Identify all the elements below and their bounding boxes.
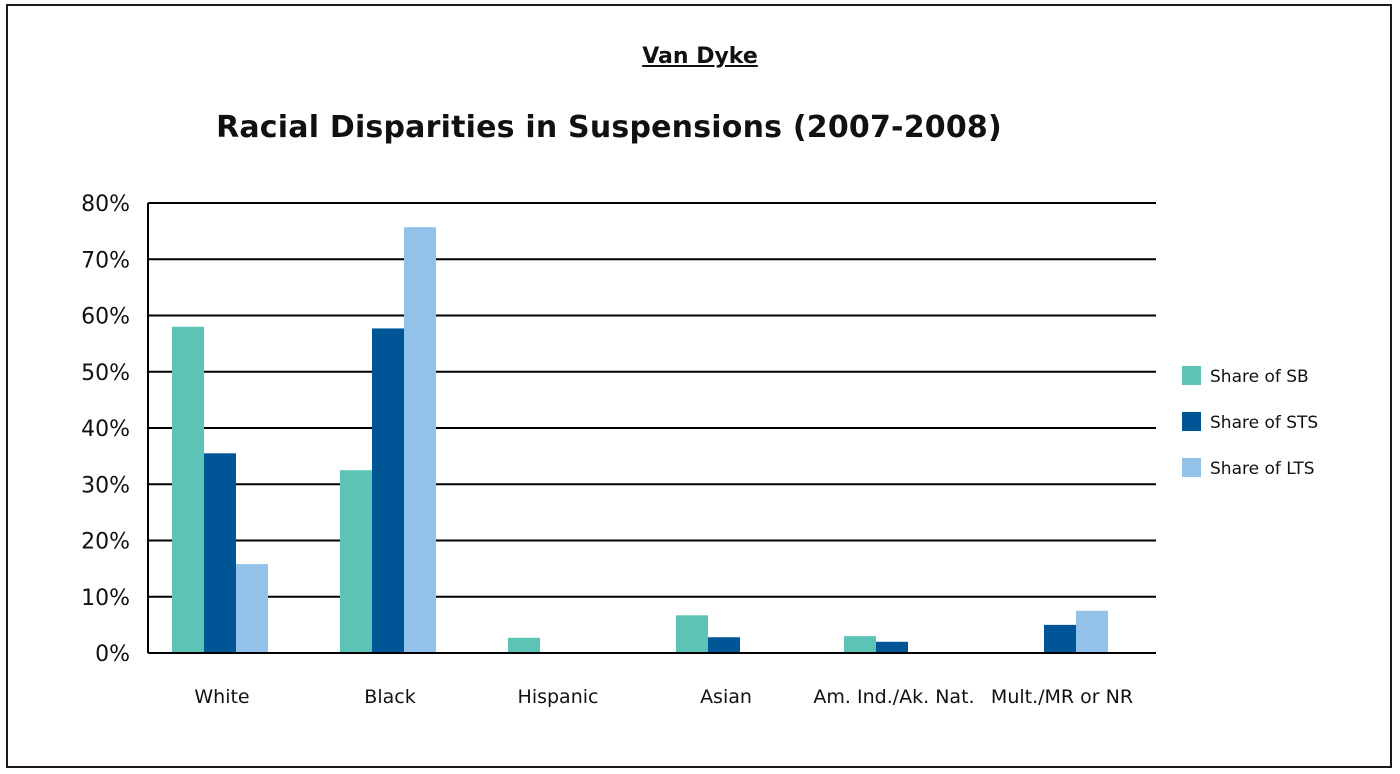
x-tick-label: Asian (700, 686, 752, 708)
x-tick-label: White (194, 686, 249, 708)
bar (372, 328, 404, 653)
bar (844, 636, 876, 653)
gridlines (148, 202, 1156, 598)
y-tick-label: 20% (81, 530, 130, 555)
bar (676, 615, 708, 653)
legend: Share of SB Share of STS Share of LTS (1182, 366, 1318, 479)
bar (876, 641, 908, 653)
x-tick-label: Black (364, 686, 415, 708)
bar (340, 470, 372, 653)
axes (147, 203, 1156, 654)
y-tick-label: 70% (81, 248, 130, 273)
legend-swatch (1182, 366, 1201, 385)
y-tick-label: 10% (81, 586, 130, 611)
x-tick-label: Mult./MR or NR (991, 686, 1133, 708)
bar (1076, 610, 1108, 653)
y-tick-label: 50% (81, 361, 130, 386)
bar (708, 637, 740, 653)
legend-label: Share of SB (1210, 367, 1309, 387)
x-axis-ticks: White Black Hispanic Asian Am. Ind./Ak. Nat.… (194, 686, 1133, 708)
y-tick-label: 60% (81, 305, 130, 330)
legend-label: Share of STS (1210, 413, 1318, 433)
bar (204, 453, 236, 653)
y-tick-label: 30% (81, 473, 130, 498)
y-axis-ticks: 0% 10% 20% 30% 40% 50% 60% 70% 80% (81, 192, 130, 667)
bars (172, 227, 1108, 653)
supertitle: Van Dyke (642, 44, 758, 69)
y-tick-label: 40% (81, 417, 130, 442)
legend-swatch (1182, 458, 1201, 477)
y-tick-label: 80% (81, 192, 130, 217)
legend-label: Share of LTS (1210, 459, 1315, 479)
x-tick-label: Am. Ind./Ak. Nat. (813, 686, 974, 708)
legend-swatch (1182, 412, 1201, 431)
bar (508, 637, 540, 653)
bar (236, 564, 268, 653)
bar (404, 227, 436, 653)
chart-title: Racial Disparities in Suspensions (2007-… (216, 110, 1002, 145)
bar (1044, 624, 1076, 653)
x-tick-label: Hispanic (518, 686, 599, 708)
bar (172, 326, 204, 653)
y-tick-label: 0% (95, 642, 130, 667)
